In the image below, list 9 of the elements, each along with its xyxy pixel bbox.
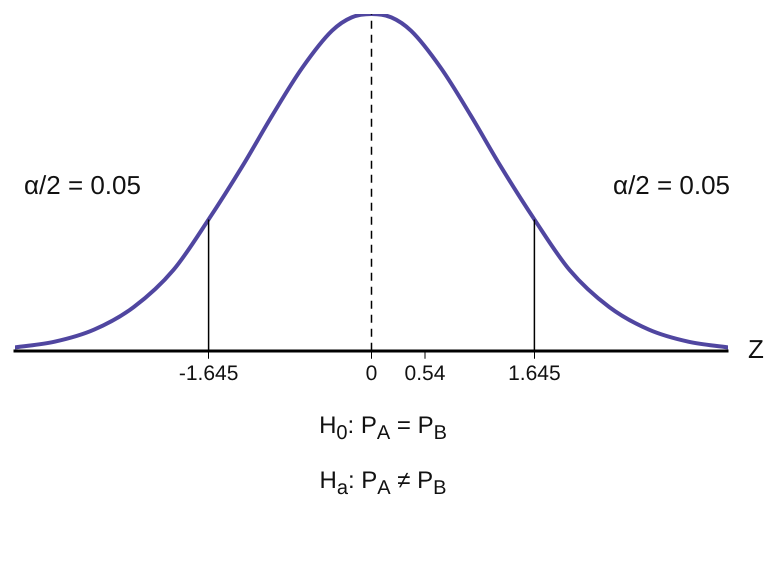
x-tick-label: -1.645 — [178, 362, 238, 386]
x-axis-title: Z — [748, 334, 764, 364]
x-tick-label: 0 — [366, 362, 378, 386]
x-tick-label: 1.645 — [508, 362, 561, 386]
annotation: α/2 = 0.05 — [24, 170, 141, 201]
text: H$_{a}$: P$_{A}$ ≠ P$_{B}$ — [318, 466, 448, 500]
text: H$_{0}$: P$_{A}$ = P$_{B}$ — [318, 412, 448, 445]
annotation: α/2 = 0.05 — [613, 170, 730, 201]
x-tick-label: 0.54 — [404, 362, 446, 386]
